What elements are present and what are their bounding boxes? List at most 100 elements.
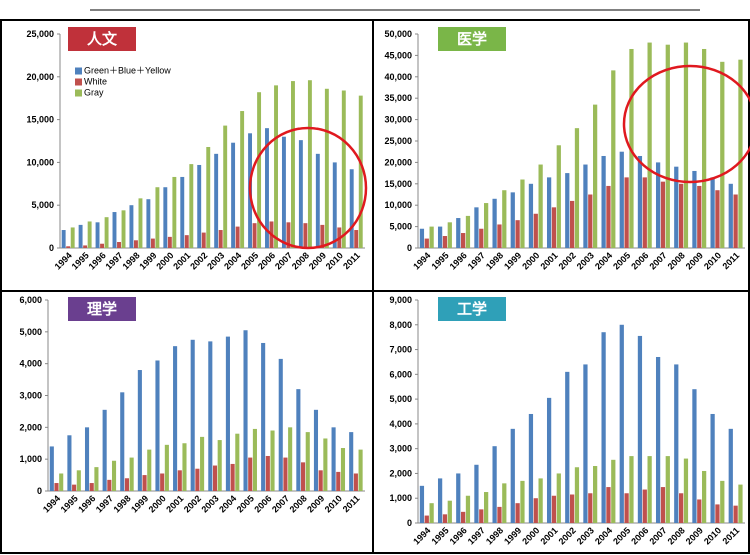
bar (305, 432, 310, 491)
bar (212, 465, 218, 491)
x-tick-label: 2007 (273, 250, 294, 271)
y-tick-label: 20,000 (26, 72, 54, 82)
x-tick-label: 1995 (429, 250, 450, 271)
x-tick-label: 1995 (429, 525, 450, 546)
bar (340, 448, 346, 491)
bar (538, 478, 543, 523)
y-tick-label: 45,000 (384, 50, 412, 60)
bar (465, 215, 471, 248)
bar (100, 243, 105, 248)
x-tick-label: 2009 (684, 525, 705, 546)
bar (104, 217, 109, 248)
bar (163, 187, 168, 248)
bar (629, 456, 634, 523)
bar (456, 473, 461, 523)
bar (447, 222, 452, 248)
bar (87, 221, 92, 248)
y-tick-label: 6,000 (19, 295, 42, 305)
bar (728, 183, 733, 248)
bar (315, 153, 320, 248)
title-box (438, 27, 506, 51)
bar (533, 213, 538, 248)
bar (738, 484, 743, 523)
x-tick-label: 2005 (611, 250, 632, 271)
bar (683, 42, 689, 249)
chart-title: 医学 (457, 30, 487, 48)
x-tick-label: 1997 (103, 250, 124, 271)
bar (528, 413, 534, 523)
x-tick-label: 1998 (111, 493, 132, 514)
bar (720, 480, 725, 523)
x-tick-label: 2005 (235, 493, 256, 514)
bar (160, 473, 165, 491)
bar (647, 42, 652, 249)
bar (619, 151, 624, 248)
bar (569, 494, 575, 523)
bar (201, 232, 206, 248)
bar (180, 176, 185, 248)
bar (528, 183, 534, 248)
bar (611, 70, 616, 248)
bar (200, 436, 205, 491)
bar (84, 427, 90, 491)
highlight-circle (622, 64, 750, 184)
bar (665, 456, 670, 523)
y-tick-label: 15,000 (26, 115, 54, 125)
bar (484, 203, 489, 248)
y-tick-label: 1,000 (389, 493, 412, 503)
bar (252, 428, 257, 491)
bar (296, 389, 301, 491)
bar (235, 226, 240, 248)
bar (324, 88, 329, 248)
y-tick-label: 50,000 (384, 29, 412, 39)
bar (225, 336, 230, 491)
bar (358, 449, 363, 491)
bar (184, 235, 189, 248)
y-tick-label: 2,000 (19, 422, 42, 432)
bar (182, 443, 187, 491)
y-tick-label: 4,000 (19, 359, 42, 369)
y-tick-label: 6,000 (389, 369, 412, 379)
y-tick-label: 5,000 (389, 222, 412, 232)
bar (270, 430, 275, 491)
bar (655, 356, 661, 523)
x-tick-label: 2002 (182, 493, 203, 514)
y-tick-label: 0 (37, 486, 42, 496)
x-tick-label: 1995 (59, 493, 80, 514)
x-tick-label: 2009 (307, 250, 328, 271)
bar (601, 332, 606, 523)
bar (551, 207, 557, 248)
x-tick-label: 2004 (593, 525, 614, 546)
x-tick-label: 2004 (217, 493, 238, 514)
bar (288, 427, 293, 491)
bar (437, 478, 443, 523)
x-tick-label: 2011 (720, 250, 741, 271)
x-tick-label: 1999 (129, 493, 150, 514)
bar (167, 236, 172, 248)
highlight-circle (248, 126, 368, 250)
bar (112, 212, 117, 248)
bar (111, 460, 117, 491)
x-tick-label: 2000 (154, 250, 175, 271)
legend-swatch (75, 67, 82, 75)
bar (70, 227, 75, 248)
bar (424, 238, 429, 248)
bar (447, 500, 452, 523)
bar (733, 505, 738, 523)
bar (556, 473, 561, 523)
legend-label: White (84, 76, 107, 86)
bar (733, 194, 738, 248)
bar (283, 457, 288, 491)
bar (323, 438, 328, 491)
bar (190, 339, 195, 491)
bar (331, 427, 336, 491)
x-tick-label: 1999 (502, 250, 523, 271)
bar (117, 242, 121, 248)
bar (303, 223, 308, 248)
bar (230, 463, 235, 491)
x-tick-label: 1998 (484, 525, 505, 546)
bar (601, 155, 606, 248)
chart-title: 人文 (87, 30, 118, 48)
chart-title: 工学 (457, 300, 487, 318)
